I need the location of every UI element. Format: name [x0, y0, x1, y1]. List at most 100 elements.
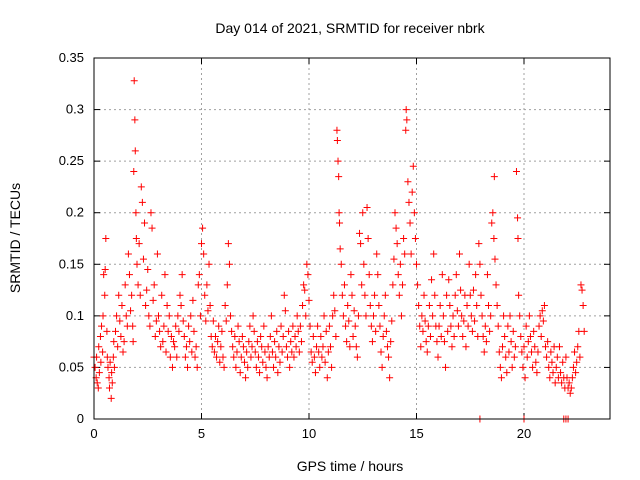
data-point [383, 343, 391, 351]
data-point [358, 281, 366, 289]
data-point [181, 353, 189, 361]
data-point [433, 338, 441, 346]
data-point [385, 353, 393, 361]
data-point [252, 363, 260, 371]
data-point [204, 307, 212, 315]
data-point [532, 358, 540, 366]
data-point [515, 291, 523, 299]
data-point [150, 281, 158, 289]
data-point [115, 291, 123, 299]
y-tick-label: 0.3 [66, 102, 84, 117]
data-point [93, 379, 101, 387]
data-point [374, 271, 382, 279]
data-point [426, 332, 434, 340]
data-point [253, 338, 261, 346]
data-point [503, 369, 511, 377]
data-point [504, 322, 512, 330]
data-point [361, 291, 369, 299]
data-point [512, 167, 520, 175]
data-point [162, 348, 170, 356]
data-point [307, 348, 315, 356]
data-point [565, 379, 573, 387]
data-point [263, 374, 271, 382]
data-point [125, 271, 133, 279]
data-point [420, 291, 428, 299]
data-point [260, 322, 268, 330]
data-point [462, 343, 470, 351]
data-point [262, 363, 270, 371]
data-point [418, 312, 426, 320]
data-point [203, 281, 211, 289]
data-point [163, 302, 171, 310]
data-point [305, 296, 313, 304]
data-point [317, 332, 325, 340]
data-point [278, 348, 286, 356]
data-point [273, 327, 281, 335]
data-point [425, 302, 433, 310]
data-point [210, 348, 218, 356]
data-point [265, 353, 273, 361]
data-point [389, 281, 397, 289]
data-point [319, 343, 327, 351]
data-point [179, 317, 187, 325]
data-point [149, 296, 157, 304]
data-point [228, 327, 236, 335]
data-point [119, 348, 127, 356]
data-point [475, 240, 483, 248]
data-point [499, 343, 506, 351]
data-point [114, 343, 122, 351]
data-point [127, 307, 135, 315]
data-point [395, 291, 403, 299]
data-point [117, 332, 125, 340]
data-point [237, 353, 245, 361]
data-point [352, 343, 360, 351]
data-point [133, 260, 141, 268]
data-point [388, 317, 396, 325]
data-point [236, 369, 244, 377]
data-point [356, 229, 364, 237]
data-point [270, 363, 278, 371]
data-point [344, 302, 352, 310]
data-point [357, 240, 365, 248]
data-point [381, 291, 389, 299]
data-point [274, 369, 282, 377]
data-point [261, 348, 269, 356]
data-point [576, 353, 584, 361]
data-point [178, 271, 186, 279]
data-point [436, 302, 444, 310]
x-tick-label: 0 [90, 426, 97, 441]
data-point [268, 348, 276, 356]
data-point [100, 271, 108, 279]
data-point [121, 281, 129, 289]
data-point [184, 363, 192, 371]
data-point [489, 209, 497, 217]
x-axis-label: GPS time / hours [297, 458, 404, 474]
data-point [129, 322, 137, 330]
data-point [438, 271, 446, 279]
data-point [199, 224, 207, 232]
tick-layer: 0 0.05 0.1 0.15 0.2 0.25 0.3 0.35 0 5 10 15 20 [59, 50, 610, 441]
data-point [143, 286, 151, 294]
data-point [506, 312, 514, 320]
y-tick-label: 0.25 [59, 153, 84, 168]
data-point [480, 348, 488, 356]
data-point [434, 353, 442, 361]
data-point [571, 348, 579, 356]
data-point [146, 322, 154, 330]
data-point [168, 363, 176, 371]
data-point [221, 302, 229, 310]
data-point [544, 338, 552, 346]
data-point [407, 250, 415, 258]
data-point [559, 358, 567, 366]
data-point [493, 302, 501, 310]
x-tick-label: 10 [302, 426, 316, 441]
data-point [424, 322, 432, 330]
data-point [281, 307, 289, 315]
data-point [327, 343, 334, 351]
data-point [124, 250, 132, 258]
data-point [193, 363, 201, 371]
data-point [580, 327, 588, 335]
data-point [579, 302, 587, 310]
data-point [377, 348, 385, 356]
data-point [567, 384, 575, 392]
